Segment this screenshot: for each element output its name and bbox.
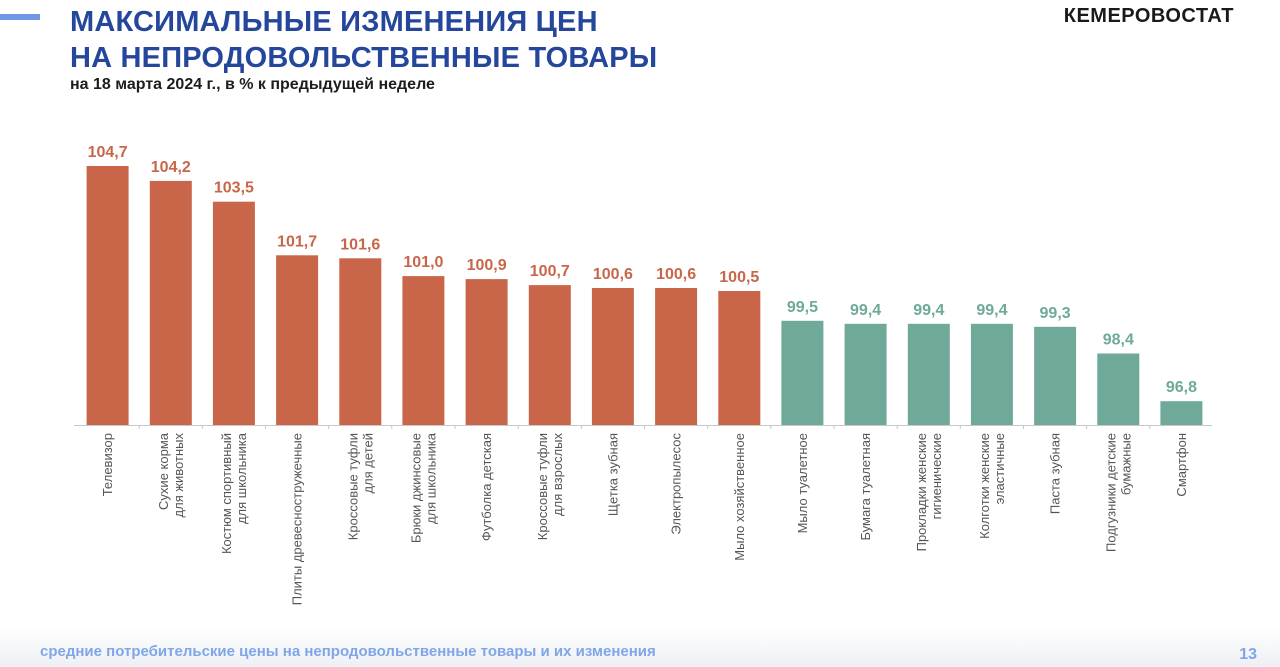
- category-label-8: Кроссовые туфли для взрослых: [535, 433, 565, 541]
- category-label-12: Мыло туалетное: [795, 433, 810, 533]
- category-label-line: Щетка зубная: [605, 433, 620, 516]
- category-label-1: Телевизор: [100, 433, 115, 496]
- bar-1: [86, 166, 129, 425]
- footer-shade: [0, 627, 1280, 667]
- category-label-6: Брюки джинсовые для школьника: [408, 432, 438, 543]
- category-label-line: Бумага туалетная: [858, 433, 873, 541]
- value-label-8: 100,7: [530, 263, 570, 280]
- value-label-9: 100,6: [593, 266, 633, 283]
- category-label-2: Сухие корма для животных: [156, 432, 186, 517]
- category-label-14: Прокладки женские гигиенические: [914, 433, 944, 551]
- value-label-13: 99,4: [850, 302, 881, 319]
- bar-14: [907, 323, 950, 425]
- bar-12: [781, 320, 824, 425]
- bar-6: [402, 276, 445, 425]
- value-label-5: 101,6: [340, 236, 380, 253]
- category-label-line: Колготки женские: [977, 433, 992, 539]
- category-label-line: Футболка детская: [479, 433, 494, 541]
- bar-chart: 104,7 104,2 103,5 101,7 101,6 101,0 100,9 100,7…: [74, 144, 1212, 605]
- category-label-line: Плиты древесностружечные: [290, 433, 305, 605]
- bar-3: [212, 201, 255, 425]
- bars-layer: [86, 166, 1203, 425]
- page-title: МАКСИМАЛЬНЫЕ ИЗМЕНЕНИЯ ЦЕН НА НЕПРОДОВОЛ…: [70, 4, 657, 76]
- accent-bar: [0, 14, 40, 20]
- category-label-4: Плиты древесностружечные: [290, 433, 305, 605]
- category-label-15: Колготки женские эластичные: [977, 433, 1007, 539]
- category-label-line: Электропылесос: [669, 433, 684, 535]
- category-label-16: Паста зубная: [1048, 433, 1063, 514]
- category-label-line: Брюки джинсовые: [408, 433, 423, 543]
- value-label-1: 104,7: [88, 144, 128, 161]
- category-label-line: Прокладки женские: [914, 433, 929, 551]
- category-label-line: для детей: [360, 433, 375, 494]
- value-label-16: 99,3: [1040, 305, 1071, 322]
- category-label-line: эластичные: [992, 433, 1007, 504]
- bar-15: [970, 323, 1013, 425]
- category-label-9: Щетка зубная: [605, 433, 620, 516]
- bar-11: [718, 291, 761, 425]
- page-subtitle: на 18 марта 2024 г., в % к предыдущей не…: [70, 76, 435, 93]
- category-label-line: бумажные: [1118, 433, 1133, 495]
- category-label-line: Костюм спортивный: [219, 433, 234, 554]
- category-label-10: Электропылесос: [669, 433, 684, 535]
- title-line-2: НА НЕПРОДОВОЛЬСТВЕННЫЕ ТОВАРЫ: [70, 42, 658, 74]
- category-label-line: Кроссовые туфли: [345, 433, 360, 540]
- value-label-17: 98,4: [1103, 332, 1134, 349]
- footer-link[interactable]: средние потребительские цены на непродов…: [40, 643, 656, 660]
- category-label-18: Смартфон: [1174, 433, 1189, 497]
- category-label-3: Костюм спортивный для школьника: [219, 432, 249, 554]
- category-label-line: Сухие корма: [156, 432, 171, 510]
- value-label-7: 100,9: [467, 257, 507, 274]
- value-label-18: 96,8: [1166, 379, 1197, 396]
- bar-13: [844, 323, 887, 425]
- category-label-line: для взрослых: [550, 433, 565, 516]
- category-label-line: гигиенические: [929, 433, 944, 519]
- bar-5: [339, 258, 382, 425]
- category-label-line: для школьника: [423, 432, 438, 524]
- bar-17: [1097, 353, 1140, 425]
- bar-9: [591, 288, 634, 425]
- value-label-3: 103,5: [214, 180, 254, 197]
- category-label-line: Смартфон: [1174, 433, 1189, 497]
- x-axis-ticks: [138, 425, 1151, 429]
- bar-2: [149, 180, 192, 425]
- bar-10: [655, 288, 698, 425]
- value-label-10: 100,6: [656, 266, 696, 283]
- value-label-15: 99,4: [976, 302, 1007, 319]
- category-label-line: для школьника: [234, 432, 249, 524]
- category-label-line: Телевизор: [100, 433, 115, 496]
- value-label-11: 100,5: [719, 269, 759, 286]
- bar-4: [276, 255, 319, 425]
- value-label-12: 99,5: [787, 299, 818, 316]
- value-labels-layer: 104,7 104,2 103,5 101,7 101,6 101,0 100,9 100,7…: [88, 144, 1197, 396]
- value-label-14: 99,4: [913, 302, 944, 319]
- category-label-line: Мыло туалетное: [795, 433, 810, 533]
- bar-7: [465, 279, 508, 425]
- value-label-4: 101,7: [277, 233, 317, 250]
- value-label-2: 104,2: [151, 159, 191, 176]
- category-label-line: Подгузники детские: [1103, 433, 1118, 552]
- category-label-7: Футболка детская: [479, 433, 494, 541]
- page-number: 13: [1239, 646, 1257, 663]
- category-label-line: Кроссовые туфли: [535, 433, 550, 540]
- category-label-line: для животных: [171, 433, 186, 518]
- category-label-17: Подгузники детские бумажные: [1103, 433, 1133, 552]
- category-label-line: Паста зубная: [1048, 433, 1063, 514]
- category-label-11: Мыло хозяйственное: [732, 433, 747, 561]
- category-labels-layer: Телевизор Сухие корма для животных Костюм с…: [100, 432, 1189, 605]
- bar-16: [1034, 326, 1077, 425]
- category-label-line: Мыло хозяйственное: [732, 433, 747, 561]
- category-label-13: Бумага туалетная: [858, 433, 873, 541]
- brand-logo-text: КЕМЕРОВОСТАТ: [1063, 5, 1234, 27]
- value-label-6: 101,0: [403, 254, 443, 271]
- category-label-5: Кроссовые туфли для детей: [345, 433, 375, 540]
- title-line-1: МАКСИМАЛЬНЫЕ ИЗМЕНЕНИЯ ЦЕН: [70, 6, 598, 38]
- bar-18: [1160, 401, 1203, 425]
- bar-8: [528, 285, 571, 425]
